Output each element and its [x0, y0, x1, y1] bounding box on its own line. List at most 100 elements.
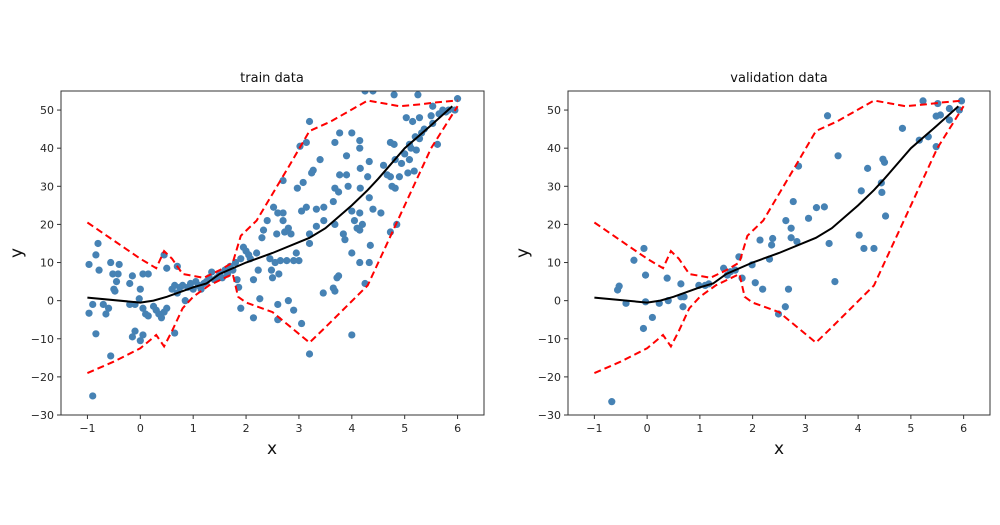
- data-point: [305, 117, 314, 126]
- plot-area: [85, 91, 462, 400]
- mean-curve-line: [594, 105, 960, 304]
- y-tick-label: 40: [40, 142, 54, 155]
- y-axis-label: y: [513, 248, 533, 258]
- data-point: [334, 272, 343, 280]
- data-point: [356, 164, 364, 172]
- data-point: [295, 257, 303, 265]
- data-point: [356, 209, 364, 217]
- data-point: [641, 271, 650, 279]
- data-point: [759, 285, 767, 293]
- data-point: [107, 258, 115, 267]
- y-tick-label: 50: [40, 104, 54, 117]
- data-point: [945, 116, 953, 124]
- data-point: [157, 314, 166, 322]
- data-point: [680, 293, 688, 301]
- data-point: [249, 276, 258, 284]
- x-tick-label: 3: [802, 422, 809, 435]
- data-point: [640, 244, 648, 253]
- data-point: [369, 91, 377, 95]
- x-tick-label: 0: [644, 422, 651, 435]
- data-point: [111, 287, 119, 295]
- data-point: [356, 136, 364, 145]
- x-tick-label: −1: [79, 422, 95, 435]
- data-point: [870, 244, 878, 253]
- x-axis-label: x: [267, 439, 277, 459]
- data-point: [789, 197, 797, 206]
- data-point: [429, 102, 437, 110]
- data-point: [679, 303, 687, 311]
- axes-frame: [60, 90, 485, 416]
- data-point: [319, 289, 327, 297]
- data-point: [936, 111, 945, 119]
- y-tick-label: −20: [538, 371, 561, 384]
- y-tick-label: −10: [538, 333, 561, 346]
- data-point: [401, 150, 409, 158]
- y-tick-label: 10: [547, 257, 561, 270]
- data-point: [350, 217, 359, 225]
- data-point: [302, 203, 310, 211]
- data-point: [782, 217, 790, 225]
- data-point: [126, 279, 134, 288]
- data-point: [139, 331, 147, 339]
- data-point: [787, 224, 795, 232]
- data-point: [366, 241, 374, 249]
- data-point: [237, 304, 245, 312]
- data-point: [412, 146, 420, 154]
- data-point: [112, 277, 121, 286]
- data-point: [139, 270, 147, 278]
- data-point: [365, 194, 373, 202]
- x-tick-label: 4: [348, 422, 355, 435]
- data-point: [878, 188, 886, 196]
- data-point: [92, 330, 100, 338]
- data-point: [348, 207, 356, 215]
- x-tick-label: 5: [907, 422, 914, 435]
- data-point: [136, 337, 144, 345]
- data-point: [342, 171, 351, 179]
- data-point: [793, 237, 801, 246]
- data-point: [409, 117, 417, 126]
- data-point: [648, 313, 657, 322]
- data-point: [312, 222, 320, 230]
- data-point: [331, 287, 339, 295]
- data-point: [356, 184, 364, 192]
- data-point: [834, 152, 842, 160]
- data-point: [415, 114, 424, 122]
- data-point: [284, 297, 292, 305]
- mean-curve-line: [87, 105, 453, 304]
- y-tick-label: 30: [547, 180, 561, 193]
- data-point: [102, 310, 110, 318]
- data-point: [144, 312, 152, 320]
- data-point: [365, 258, 373, 267]
- data-point: [329, 197, 337, 206]
- data-point: [356, 226, 364, 234]
- data-point: [386, 173, 395, 181]
- data-point: [258, 234, 266, 242]
- data-point: [316, 156, 324, 164]
- data-point: [336, 171, 344, 179]
- y-tick-label: −30: [31, 409, 54, 422]
- data-point: [414, 91, 422, 99]
- data-point: [299, 178, 307, 187]
- data-point: [320, 203, 328, 211]
- data-point: [267, 266, 276, 274]
- data-point: [287, 230, 295, 238]
- data-point: [880, 158, 889, 166]
- data-point: [128, 272, 136, 280]
- data-point: [259, 226, 268, 234]
- data-point: [131, 327, 139, 335]
- data-point: [297, 319, 306, 328]
- data-point: [144, 270, 152, 278]
- x-axis-label: x: [774, 439, 784, 459]
- data-point: [290, 257, 298, 265]
- upper-bound-line: [593, 99, 964, 279]
- data-point: [92, 251, 100, 259]
- data-point: [273, 230, 281, 238]
- y-tick-label: −30: [538, 409, 561, 422]
- data-point: [309, 166, 317, 174]
- data-point: [99, 300, 107, 309]
- data-point: [139, 304, 147, 312]
- data-point: [608, 398, 616, 406]
- data-point: [305, 239, 314, 248]
- data-point: [269, 203, 278, 211]
- data-point: [945, 104, 953, 113]
